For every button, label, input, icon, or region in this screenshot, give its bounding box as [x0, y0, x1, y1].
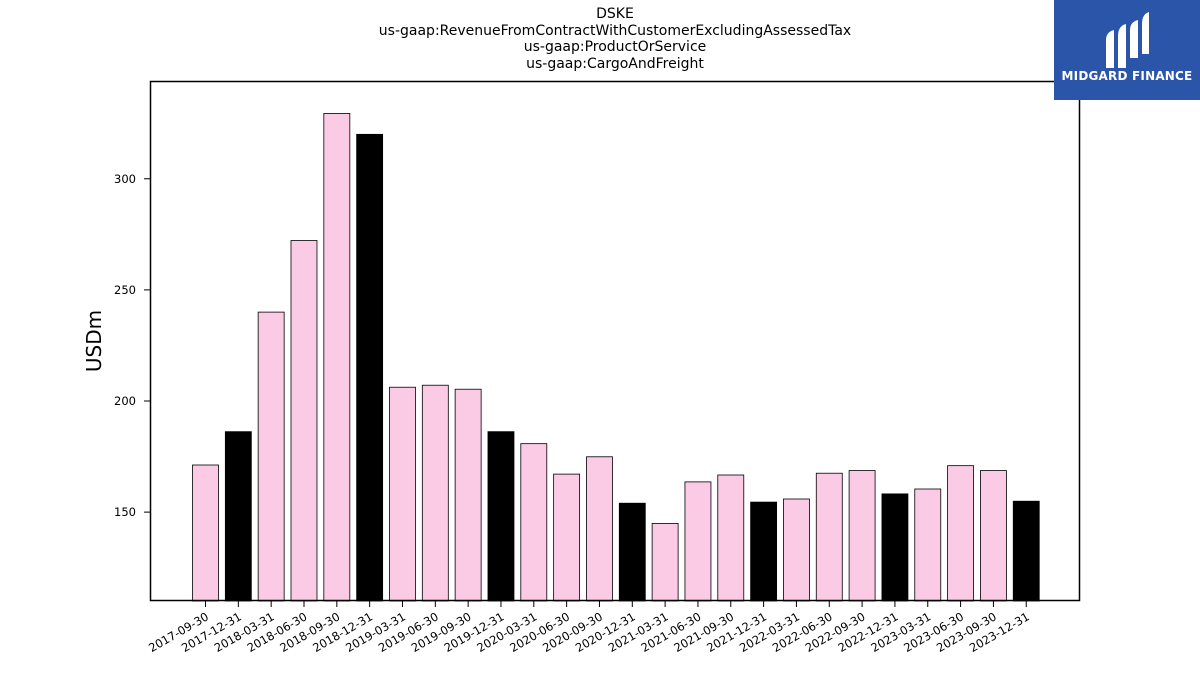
bars-group [192, 113, 1040, 602]
chart-title: DSKE us-gaap:RevenueFromContractWithCust… [150, 6, 1080, 72]
title-line-member: us-gaap:CargoAndFreight [526, 55, 704, 72]
y-tick-label: 250 [114, 283, 136, 297]
bar-2019-12-31 [487, 431, 515, 602]
bar-2017-12-31 [224, 431, 252, 602]
bar-2023-03-31 [914, 488, 942, 602]
y-axis-ticks: 150 200 250 300 [114, 172, 150, 519]
bar-2019-03-31 [389, 386, 416, 602]
bar-2019-09-30 [454, 388, 482, 602]
bar-2021-03-31 [651, 523, 679, 602]
plot-frame [149, 80, 1081, 602]
bar-2022-03-31 [783, 498, 810, 602]
y-tick-label: 200 [114, 394, 136, 408]
bar-2023-06-30 [947, 465, 974, 602]
bar-2017-09-30 [192, 464, 219, 602]
midgard-finance-logo: MIDGARD FINANCE [1054, 0, 1200, 100]
bar-2018-06-30 [290, 240, 318, 602]
y-tick-label: 300 [114, 172, 136, 186]
bar-2018-03-31 [257, 311, 285, 602]
title-line-axis: us-gaap:ProductOrService [523, 39, 707, 55]
bar-2021-09-30 [717, 474, 745, 602]
bar-2019-06-30 [421, 384, 449, 602]
bar-2020-03-31 [520, 443, 548, 602]
bar-2022-12-31 [881, 493, 909, 602]
bar-2020-09-30 [586, 456, 613, 602]
midgard-logo-icon [1106, 12, 1149, 68]
y-axis-label: USDm [82, 310, 106, 372]
bar-2021-06-30 [684, 481, 712, 602]
bar-2023-09-30 [980, 470, 1007, 602]
bar-2021-12-31 [750, 501, 778, 602]
x-axis-ticks: 2017-09-302017-12-312018-03-312018-06-30… [146, 601, 1032, 655]
bar-2018-12-31 [356, 133, 384, 602]
bar-2020-12-31 [618, 502, 646, 602]
bar-2020-06-30 [553, 473, 581, 602]
title-line-ticker: DSKE [596, 6, 634, 22]
bar-2022-09-30 [848, 470, 876, 602]
bar-2023-12-31 [1012, 500, 1040, 602]
bar-2018-09-30 [323, 113, 351, 602]
y-tick-label: 150 [114, 505, 136, 519]
logo-text: MIDGARD FINANCE [1061, 69, 1193, 83]
bar-2022-06-30 [815, 472, 843, 602]
title-line-concept: us-gaap:RevenueFromContractWithCustomerE… [378, 22, 852, 39]
